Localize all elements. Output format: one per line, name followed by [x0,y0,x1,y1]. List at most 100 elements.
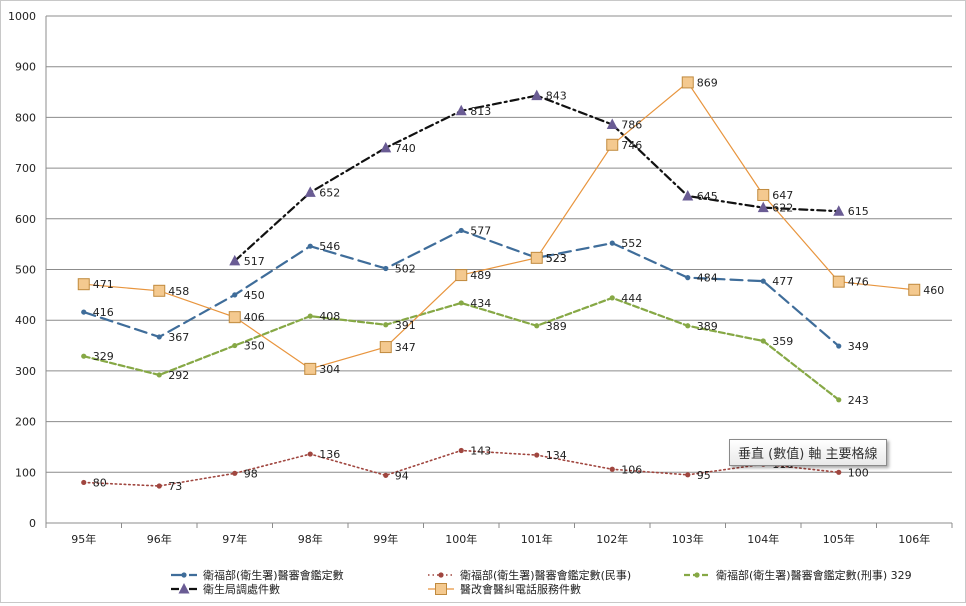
data-label: 143 [470,444,491,457]
data-point [81,479,87,486]
data-point [307,243,313,249]
data-point [81,353,87,359]
y-tick-label: 500 [15,264,36,277]
data-label: 489 [470,269,491,282]
series-line-1 [82,449,840,487]
x-tick-label: 99年 [373,532,398,546]
data-point [908,283,921,296]
data-label: 552 [621,237,642,250]
series-markers [77,76,921,489]
data-point [836,343,842,349]
y-tick-label: 1000 [8,10,36,23]
data-point [832,275,845,288]
data-label: 460 [923,284,944,297]
data-label: 434 [470,297,491,310]
data-point [383,322,389,328]
data-label: 615 [848,205,869,218]
x-tick-label: 98年 [298,532,323,546]
data-point [455,104,467,116]
data-label: 622 [772,202,793,215]
data-point [156,334,162,340]
data-label: 746 [621,139,642,152]
data-label: 391 [395,319,416,332]
y-tick-label: 0 [29,517,36,530]
legend-label: 醫改會醫糾電話服務件數 [460,582,581,596]
data-point [458,300,464,306]
x-tick-label: 103年 [672,532,704,546]
x-tick-label: 101年 [521,532,553,546]
axes [45,16,953,528]
y-tick-label: 100 [15,466,36,479]
data-label: 577 [470,224,491,237]
data-label: 359 [772,335,793,348]
data-label: 329 [93,350,114,363]
data-label: 450 [244,289,265,302]
data-point [232,342,238,349]
x-tick-label: 97年 [222,532,247,546]
x-tick-label: 106年 [898,532,930,546]
data-point [609,295,615,301]
data-label: 408 [319,310,340,323]
data-point [228,311,241,324]
data-label: 471 [93,278,114,291]
data-label: 444 [621,292,642,305]
y-tick-label: 400 [15,314,36,327]
data-label: 502 [395,262,416,275]
x-tick-label: 102年 [596,532,628,546]
gridlines [46,15,952,473]
data-label: 645 [697,190,718,203]
data-point [81,309,87,315]
data-point [836,469,842,475]
series-line-2 [82,296,840,401]
data-label: 484 [697,272,718,285]
data-label: 476 [848,276,869,289]
data-point [760,278,766,284]
data-point [156,483,162,489]
legend-label: 衛福部(衛生署)醫審會鑑定數(刑事) 329 [716,568,912,582]
data-label: 389 [546,320,567,333]
data-label: 389 [697,320,718,333]
x-tick-label: 100年 [445,532,477,546]
data-point [833,205,845,216]
data-point [307,451,313,457]
data-point [757,201,769,213]
data-label: 134 [546,449,567,462]
data-point [606,118,618,129]
data-point [757,188,770,201]
x-tick-label: 105年 [823,532,855,546]
data-label: 94 [395,469,409,482]
x-tick-label: 96年 [147,532,172,546]
data-point [232,470,238,476]
y-axis-ticks: 0 100 200 300 400 500 600 700 800 900 1000 [8,10,36,530]
data-point [681,76,694,89]
data-label: 652 [319,186,340,199]
data-label: 347 [395,341,416,354]
data-point [304,362,317,375]
y-tick-label: 200 [15,416,36,429]
data-point [682,189,694,201]
data-label: 95 [697,469,711,482]
data-label: 100 [848,466,869,479]
data-label: 477 [772,275,793,288]
data-point [836,397,842,403]
data-label: 243 [848,394,869,407]
data-point [77,278,90,291]
series-line-4 [83,81,915,370]
data-point [229,254,241,266]
series-line-0 [82,229,840,348]
data-point [534,323,540,329]
data-label: 740 [395,142,416,155]
data-point [304,186,316,197]
data-label: 406 [244,311,265,324]
data-point [379,341,392,354]
legend-label: 衛福部(衛生署)醫審會鑑定數 [203,568,344,582]
data-point [760,338,766,344]
data-point [383,265,389,272]
data-point [530,251,543,264]
x-tick-label: 104年 [747,532,779,546]
data-point [156,372,162,378]
data-label: 98 [244,467,258,480]
data-label: 80 [93,476,107,489]
